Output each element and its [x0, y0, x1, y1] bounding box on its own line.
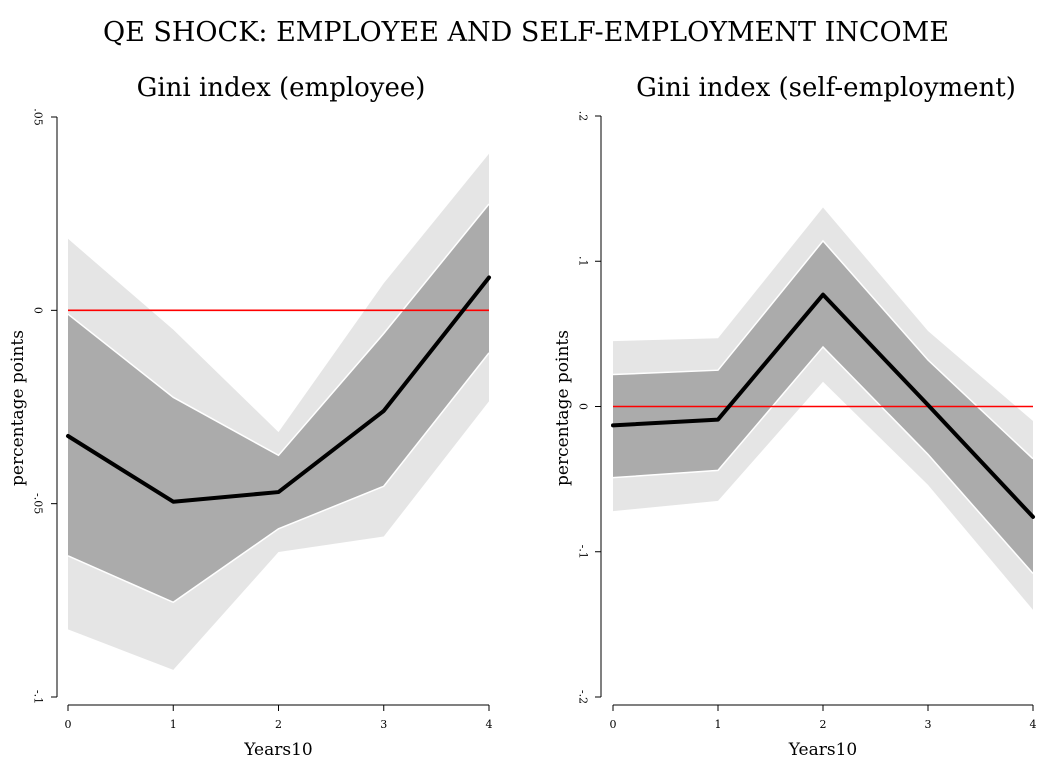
inner-band-lower-edge [612, 345, 1034, 575]
y-axis-label: percentage points [553, 330, 573, 486]
y-tick-label: -.1 [32, 690, 45, 704]
y-tick-label: .1 [577, 256, 590, 267]
estimate-line [611, 292, 1035, 519]
inner-band-upper-edge [612, 239, 1034, 460]
x-tick-label: 1 [715, 718, 722, 731]
x-tick-label: 3 [925, 718, 932, 731]
x-axis-label: Years10 [788, 740, 857, 760]
x-tick-label: 0 [65, 718, 72, 731]
x-axis-label: Years10 [243, 740, 312, 760]
y-tick-label: 0 [577, 403, 590, 410]
figure-title: QE SHOCK: EMPLOYEE AND SELF-EMPLOYMENT I… [103, 17, 949, 48]
x-tick-label: 4 [1030, 718, 1037, 731]
chart-panel-self-employment: -.2 -.1 0 .1 .2 0 1 2 3 4 Gini index (self-employm… [553, 73, 1037, 760]
x-tick-label: 0 [610, 718, 617, 731]
panel-title: Gini index (self-employment) [636, 73, 1016, 103]
chart-panel-employee: -.1 -.05 0 .05 0 1 2 3 4 Gini index (employee) Yea… [8, 73, 493, 760]
x-tick-label: 3 [380, 718, 387, 731]
inner-band-upper-edge [67, 203, 490, 457]
y-tick-label: -.05 [32, 493, 45, 514]
x-tick-label: 2 [820, 718, 827, 731]
x-tick-label: 1 [170, 718, 177, 731]
y-axis-label: percentage points [8, 330, 28, 486]
y-tick-label: -.1 [577, 545, 590, 559]
y-tick-label: .05 [32, 108, 45, 126]
x-tick-label: 2 [275, 718, 282, 731]
estimate-line [66, 275, 491, 504]
y-tick-label: -.2 [577, 690, 590, 704]
panel-title: Gini index (employee) [137, 73, 426, 103]
y-tick-label: 0 [32, 307, 45, 314]
x-tick-label: 4 [486, 718, 493, 731]
y-tick-label: .2 [577, 111, 590, 122]
inner-band-lower-edge [67, 352, 490, 604]
